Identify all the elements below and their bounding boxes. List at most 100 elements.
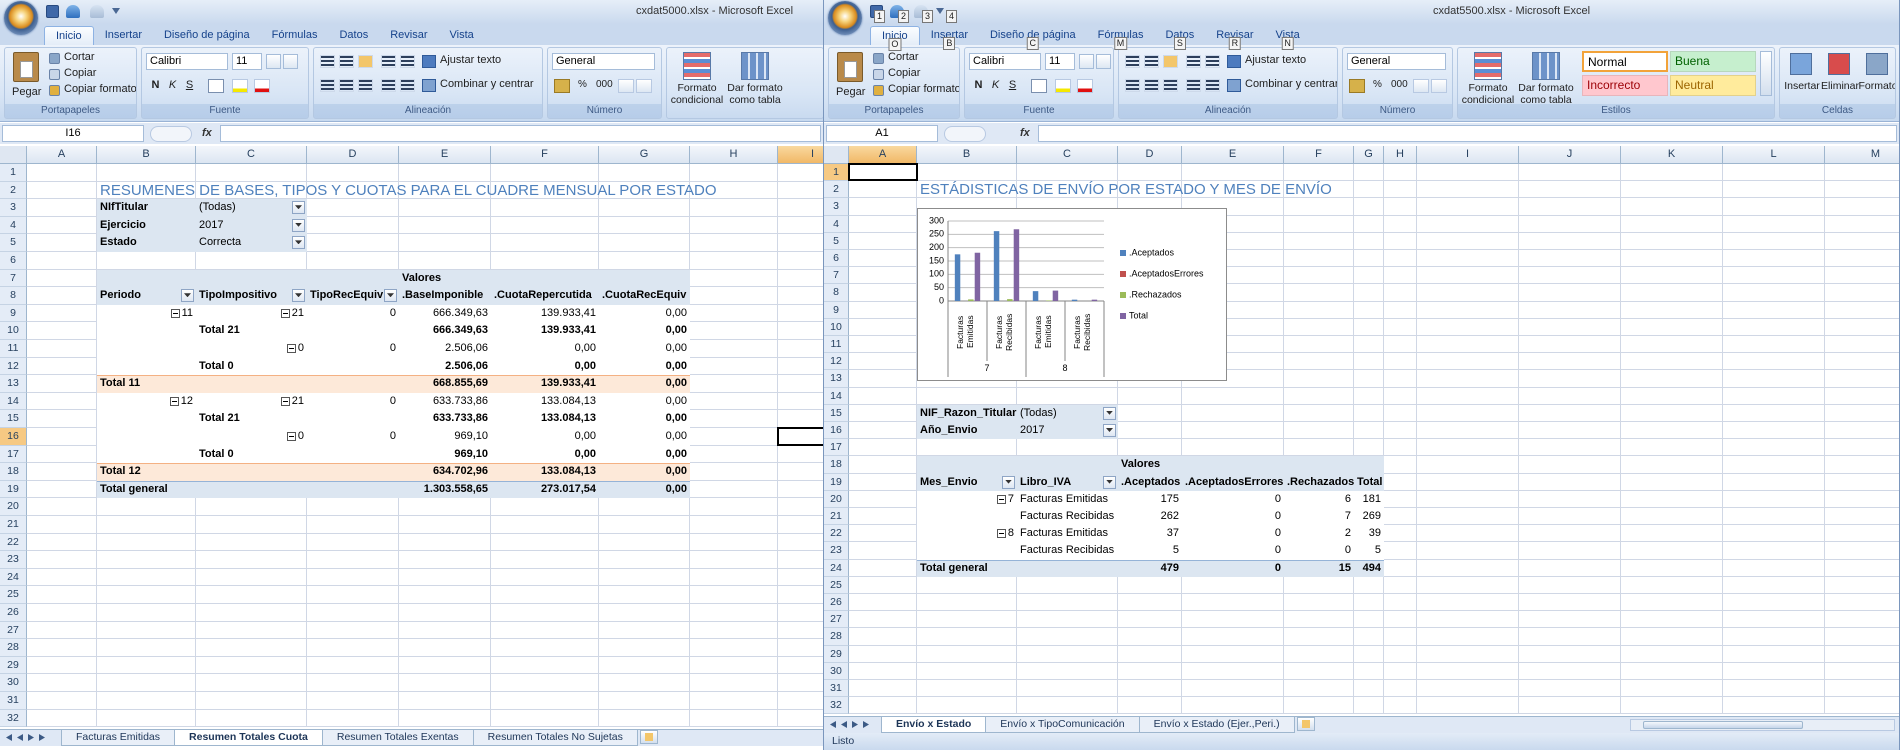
cell[interactable]: RESUMENES DE BASES, TIPOS Y CUOTAS PARA … — [100, 181, 717, 199]
ribbon-tab[interactable]: Fórmulas M — [1087, 26, 1155, 50]
icon[interactable] — [852, 721, 858, 728]
column-header[interactable]: B — [917, 146, 1017, 164]
name-box[interactable]: A1 — [826, 125, 938, 142]
sheet-tab[interactable]: Resumen Totales Exentas — [321, 730, 474, 746]
cell[interactable]: ESTÁDISTICAS DE ENVÍO POR ESTADO Y MES D… — [920, 181, 1332, 199]
row-header[interactable]: 9 — [824, 301, 849, 319]
ribbon-tab[interactable]: Diseño de página — [153, 26, 261, 45]
cell[interactable]: 0,00 — [665, 377, 687, 390]
collapse-toggle[interactable] — [996, 529, 1006, 539]
row-header[interactable]: 29 — [824, 645, 849, 663]
row-header[interactable]: 12 — [0, 357, 27, 376]
font-name-box[interactable]: Calibri — [969, 53, 1041, 70]
column-header[interactable]: A — [27, 146, 97, 164]
cell[interactable]: 273.017,54 — [540, 482, 596, 495]
row-header[interactable]: 13 — [0, 375, 27, 393]
cell[interactable]: 0,00 — [665, 430, 687, 442]
row-header[interactable]: 27 — [0, 621, 27, 640]
cell[interactable]: 0 — [1274, 510, 1281, 522]
cell[interactable]: 6 — [1344, 492, 1351, 505]
column-header[interactable]: C — [1017, 146, 1118, 164]
row-header[interactable]: 11 — [824, 336, 849, 354]
row-header[interactable]: 21 — [824, 508, 849, 526]
row-header[interactable]: 24 — [0, 568, 27, 587]
row-header[interactable]: 19 — [824, 473, 849, 491]
cell[interactable]: 0,00 — [665, 359, 687, 372]
number-button[interactable]: 000 — [596, 79, 613, 90]
column-header[interactable]: E — [399, 146, 491, 164]
cell[interactable]: 666.349,63 — [432, 306, 488, 319]
font-style-button[interactable]: S — [1008, 79, 1017, 91]
sheet-tab[interactable]: Resumen Totales Cuota — [174, 730, 323, 746]
cell[interactable]: 12 — [97, 393, 196, 411]
row-header[interactable]: 24 — [824, 559, 849, 577]
font-style-button[interactable]: K — [168, 79, 177, 91]
row-header[interactable]: 20 — [0, 498, 27, 516]
collapse-toggle[interactable] — [280, 397, 290, 407]
cell[interactable]: 479 — [1160, 561, 1179, 574]
ribbon-tab[interactable]: Datos — [328, 26, 379, 45]
row-header[interactable]: 15 — [824, 404, 849, 422]
cell[interactable]: 2017 — [199, 218, 224, 231]
cell[interactable]: 634.702,96 — [432, 465, 488, 478]
cell[interactable]: 2017 — [1020, 424, 1045, 436]
column-header[interactable]: K — [1621, 146, 1723, 164]
row-header[interactable]: 14 — [824, 387, 849, 405]
row-header[interactable]: 10 — [0, 322, 27, 340]
cell[interactable]: 633.733,86 — [432, 412, 488, 425]
column-header[interactable]: B — [97, 146, 196, 164]
font-style-button[interactable]: N — [151, 79, 160, 91]
cell[interactable]: Libro_IVA — [1020, 475, 1072, 488]
cell[interactable]: .BaseImponible — [402, 289, 484, 302]
row-header[interactable]: 8 — [0, 287, 27, 305]
chart[interactable]: 0 50 100 150 200 250 300 .Aceptados .AceptadosEr… — [917, 208, 1227, 381]
cell[interactable]: 175 — [1160, 492, 1179, 505]
cell[interactable]: Facturas Recibidas — [1020, 544, 1115, 557]
formula-input[interactable] — [1038, 125, 1897, 142]
cell[interactable]: 0 — [1274, 527, 1281, 540]
cell[interactable]: 2.506,06 — [445, 359, 488, 372]
cell[interactable]: 21 — [196, 305, 307, 323]
ribbon-tab[interactable]: Datos S — [1154, 26, 1205, 50]
ribbon-tab[interactable]: Revisar R — [1205, 26, 1264, 50]
icon[interactable] — [830, 721, 836, 728]
select-all-corner[interactable] — [824, 146, 849, 164]
cell[interactable]: Valores — [402, 271, 442, 284]
cell[interactable]: Total 0 — [199, 447, 234, 460]
column-header[interactable]: I — [778, 146, 823, 164]
column-header[interactable]: G — [599, 146, 690, 164]
cell[interactable]: .Aceptados — [1121, 475, 1181, 488]
sheet-tab[interactable]: Envío x Estado — [881, 717, 987, 733]
name-box[interactable]: I16 — [2, 125, 144, 142]
number-button[interactable]: 000 — [1391, 79, 1408, 90]
collapse-toggle[interactable] — [170, 309, 180, 319]
cell[interactable]: 633.733,86 — [432, 394, 488, 407]
clipboard-item[interactable]: Copiar — [64, 67, 97, 79]
cell[interactable]: TipoRecEquiv — [310, 289, 384, 302]
cell[interactable]: Total 21 — [199, 324, 240, 337]
cell[interactable]: 139.933,41 — [540, 324, 596, 337]
dropdown-button[interactable] — [1103, 475, 1116, 489]
row-header[interactable]: 26 — [0, 604, 27, 622]
column-header[interactable]: J — [1519, 146, 1621, 164]
row-header[interactable]: 16 — [824, 422, 849, 440]
row-header[interactable]: 17 — [824, 439, 849, 457]
number-format-box[interactable]: General — [1347, 53, 1446, 70]
icon[interactable] — [28, 734, 34, 741]
row-header[interactable]: 22 — [824, 525, 849, 543]
row-header[interactable]: 31 — [0, 692, 27, 710]
cell[interactable]: .AceptadosErrores — [1185, 475, 1284, 488]
cell[interactable]: 0,00 — [665, 447, 687, 460]
column-header[interactable]: A — [849, 146, 917, 164]
paste-button[interactable] — [837, 52, 863, 82]
row-header[interactable]: 11 — [0, 340, 27, 358]
cell[interactable]: NIF_Razon_Titular — [920, 406, 1017, 419]
ribbon-tab[interactable]: Insertar B — [920, 26, 979, 50]
row-header[interactable]: 2 — [824, 181, 849, 199]
row-header[interactable]: 8 — [824, 284, 849, 302]
cell[interactable]: 5 — [1172, 544, 1179, 557]
cell[interactable]: 0 — [389, 430, 396, 442]
ribbon-tab[interactable]: Revisar — [379, 26, 438, 45]
ribbon-tab[interactable]: Fórmulas — [261, 26, 329, 45]
cell[interactable]: 969,10 — [454, 447, 488, 460]
